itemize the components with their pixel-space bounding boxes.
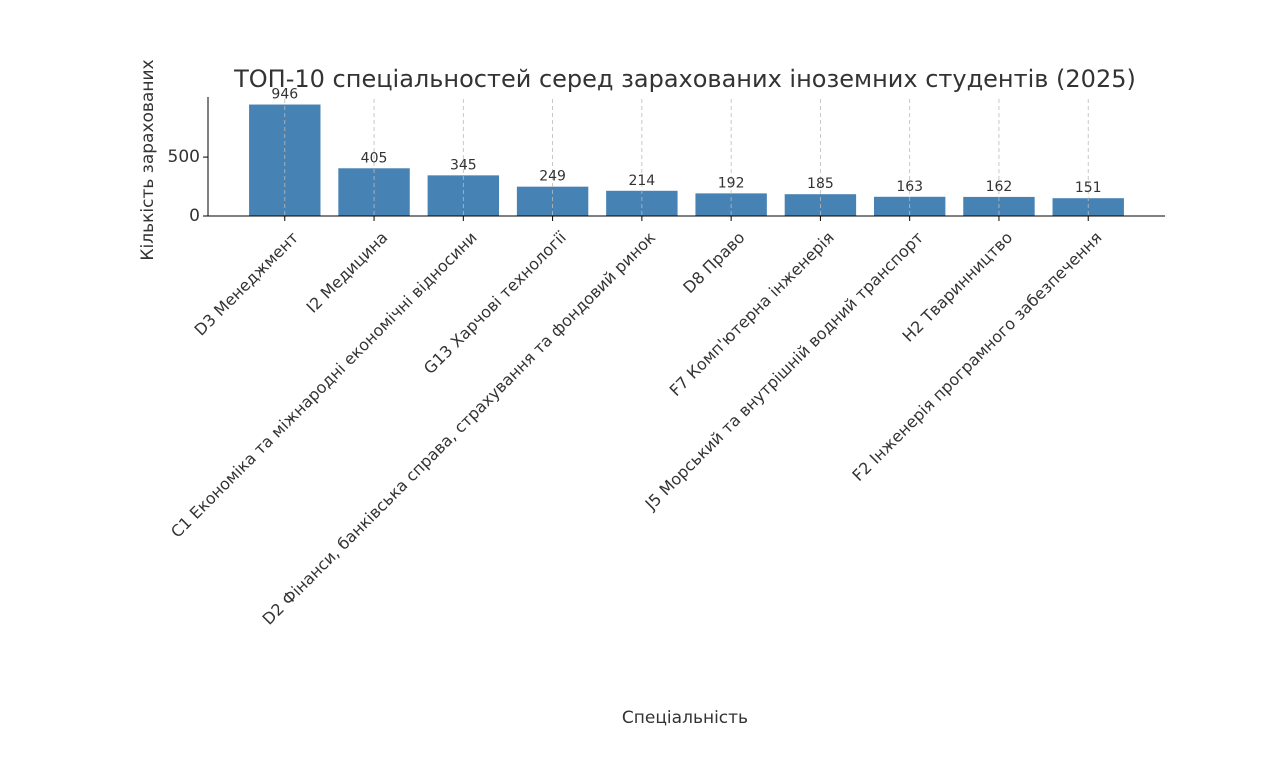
value-label: 162 bbox=[986, 179, 1013, 195]
y-tick-label: 500 bbox=[168, 147, 200, 167]
x-tick-label: I2 Медицина bbox=[303, 228, 392, 317]
value-label: 345 bbox=[450, 157, 477, 173]
value-label: 192 bbox=[718, 175, 745, 191]
x-tick-label: D3 Менеджмент bbox=[191, 228, 303, 340]
x-tick-label: D8 Право bbox=[679, 228, 748, 297]
x-tick-label: G13 Харчові технології bbox=[420, 227, 570, 377]
x-axis-label: Спеціальність bbox=[622, 708, 748, 728]
x-tick-label: F7 Комп'ютерна інженерія bbox=[666, 228, 838, 400]
value-label: 185 bbox=[807, 176, 834, 192]
x-tick-label: C1 Економіка та міжнародні економічні ві… bbox=[167, 228, 481, 542]
value-label: 151 bbox=[1075, 180, 1102, 196]
value-label: 405 bbox=[361, 150, 388, 166]
value-label: 249 bbox=[539, 169, 566, 185]
bar bbox=[427, 175, 500, 216]
y-tick-label: 0 bbox=[189, 206, 200, 226]
value-label: 214 bbox=[628, 173, 655, 189]
value-label: 163 bbox=[896, 179, 923, 195]
y-axis-label: Кількість зарахованих bbox=[138, 59, 158, 260]
chart-title: ТОП-10 спеціальностей серед зарахованих … bbox=[233, 65, 1136, 93]
value-label: 946 bbox=[271, 87, 298, 103]
